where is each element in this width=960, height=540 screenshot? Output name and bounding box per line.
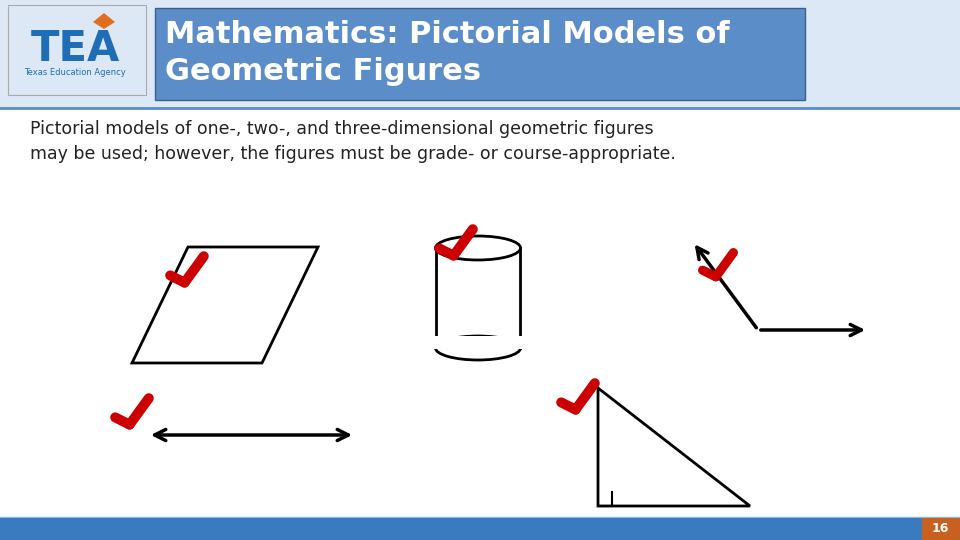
- Text: 16: 16: [931, 523, 948, 536]
- Text: Mathematics: Pictorial Models of
Geometric Figures: Mathematics: Pictorial Models of Geometr…: [165, 20, 730, 86]
- FancyBboxPatch shape: [434, 336, 523, 349]
- Polygon shape: [93, 13, 115, 29]
- Ellipse shape: [436, 236, 520, 260]
- FancyBboxPatch shape: [0, 0, 960, 108]
- Polygon shape: [132, 247, 318, 363]
- Text: TEA: TEA: [31, 28, 120, 70]
- FancyBboxPatch shape: [0, 518, 935, 540]
- FancyBboxPatch shape: [155, 8, 805, 100]
- Polygon shape: [598, 388, 750, 506]
- FancyBboxPatch shape: [436, 248, 521, 349]
- Ellipse shape: [436, 336, 520, 360]
- Text: Pictorial models of one-, two-, and three-dimensional geometric figures
may be u: Pictorial models of one-, two-, and thre…: [30, 120, 676, 163]
- Text: Texas Education Agency: Texas Education Agency: [24, 68, 126, 77]
- FancyBboxPatch shape: [0, 108, 960, 540]
- FancyBboxPatch shape: [922, 518, 960, 540]
